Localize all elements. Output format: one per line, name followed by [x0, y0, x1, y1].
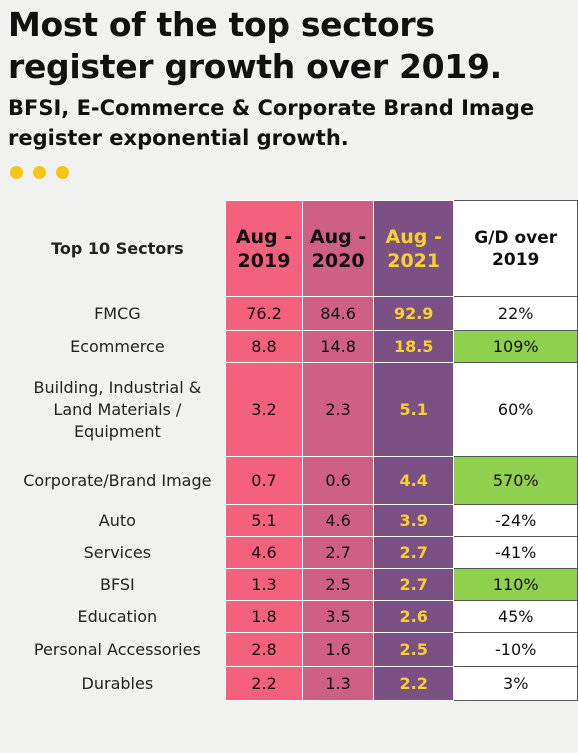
aug-2021-value: 2.6 — [372, 600, 455, 633]
table-row: Services 4.6 2.7 2.7 -41% — [10, 536, 578, 569]
aug-2020-value: 1.3 — [302, 666, 374, 701]
aug-2021-value: 4.4 — [372, 456, 455, 505]
table-row: FMCG 76.2 84.6 92.9 22% — [10, 296, 578, 331]
aug-2021-value: 2.5 — [372, 632, 455, 667]
sector-name: Services — [10, 536, 226, 569]
aug-2019-value: 8.8 — [224, 330, 304, 363]
growth-value: 45% — [453, 600, 578, 633]
table-header-row: Top 10 Sectors Aug - 2019 Aug - 2020 Aug… — [10, 200, 578, 297]
growth-value: 3% — [453, 666, 578, 701]
aug-2019-value: 4.6 — [224, 536, 304, 569]
dot-icon — [56, 166, 69, 179]
aug-2019-value: 3.2 — [224, 362, 304, 457]
sector-name: Ecommerce — [10, 330, 226, 363]
aug-2019-value: 2.8 — [224, 632, 304, 667]
page-subtitle: BFSI, E-Commerce & Corporate Brand Image… — [8, 96, 535, 150]
sector-name: Auto — [10, 504, 226, 537]
aug-2020-value: 3.5 — [302, 600, 374, 633]
aug-2021-value: 3.9 — [372, 504, 455, 537]
aug-2020-value: 14.8 — [302, 330, 374, 363]
growth-value: 22% — [453, 296, 578, 331]
aug-2020-value: 4.6 — [302, 504, 374, 537]
growth-value: 60% — [453, 362, 578, 457]
aug-2020-value: 2.5 — [302, 568, 374, 601]
table-body: FMCG 76.2 84.6 92.9 22% Ecommerce 8.8 14.8 18.5 1… — [10, 296, 578, 701]
aug-2019-value: 0.7 — [224, 456, 304, 505]
decorative-dots — [10, 166, 69, 179]
dot-icon — [10, 166, 23, 179]
table-row: Building, Industrial & Land Materials / … — [10, 362, 578, 457]
sector-name: Personal Accessories — [10, 632, 226, 667]
sector-name: Corporate/Brand Image — [10, 456, 226, 505]
growth-value: -41% — [453, 536, 578, 569]
aug-2021-value: 92.9 — [372, 296, 455, 331]
sector-name: FMCG — [10, 296, 226, 331]
sector-name: BFSI — [10, 568, 226, 601]
aug-2019-value: 76.2 — [224, 296, 304, 331]
sector-name: Durables — [10, 666, 226, 701]
aug-2021-value: 5.1 — [372, 362, 455, 457]
aug-2021-value: 18.5 — [372, 330, 455, 363]
sector-name: Education — [10, 600, 226, 633]
sectors-table: Top 10 Sectors Aug - 2019 Aug - 2020 Aug… — [10, 200, 578, 701]
aug-2019-value: 1.3 — [224, 568, 304, 601]
column-header-growth: G/D over 2019 — [453, 200, 578, 297]
table-row: Ecommerce 8.8 14.8 18.5 109% — [10, 330, 578, 363]
aug-2020-value: 84.6 — [302, 296, 374, 331]
column-header-sector: Top 10 Sectors — [10, 200, 226, 297]
table-row: Personal Accessories 2.8 1.6 2.5 -10% — [10, 632, 578, 667]
growth-value: 109% — [453, 330, 578, 363]
aug-2019-value: 1.8 — [224, 600, 304, 633]
growth-value: 570% — [453, 456, 578, 505]
aug-2019-value: 5.1 — [224, 504, 304, 537]
growth-value: -24% — [453, 504, 578, 537]
column-header-aug-2019: Aug - 2019 — [224, 200, 304, 297]
aug-2020-value: 2.7 — [302, 536, 374, 569]
page-title: Most of the top sectors register growth … — [8, 5, 502, 86]
table-row: BFSI 1.3 2.5 2.7 110% — [10, 568, 578, 601]
aug-2020-value: 1.6 — [302, 632, 374, 667]
table-row: Auto 5.1 4.6 3.9 -24% — [10, 504, 578, 537]
growth-value: 110% — [453, 568, 578, 601]
aug-2021-value: 2.7 — [372, 568, 455, 601]
table-row: Corporate/Brand Image 0.7 0.6 4.4 570% — [10, 456, 578, 505]
aug-2019-value: 2.2 — [224, 666, 304, 701]
aug-2021-value: 2.2 — [372, 666, 455, 701]
aug-2021-value: 2.7 — [372, 536, 455, 569]
sector-name: Building, Industrial & Land Materials / … — [10, 362, 226, 457]
table-row: Education 1.8 3.5 2.6 45% — [10, 600, 578, 633]
column-header-aug-2021: Aug - 2021 — [372, 200, 455, 297]
aug-2020-value: 2.3 — [302, 362, 374, 457]
aug-2020-value: 0.6 — [302, 456, 374, 505]
dot-icon — [33, 166, 46, 179]
growth-value: -10% — [453, 632, 578, 667]
column-header-aug-2020: Aug - 2020 — [302, 200, 374, 297]
table-row: Durables 2.2 1.3 2.2 3% — [10, 666, 578, 701]
